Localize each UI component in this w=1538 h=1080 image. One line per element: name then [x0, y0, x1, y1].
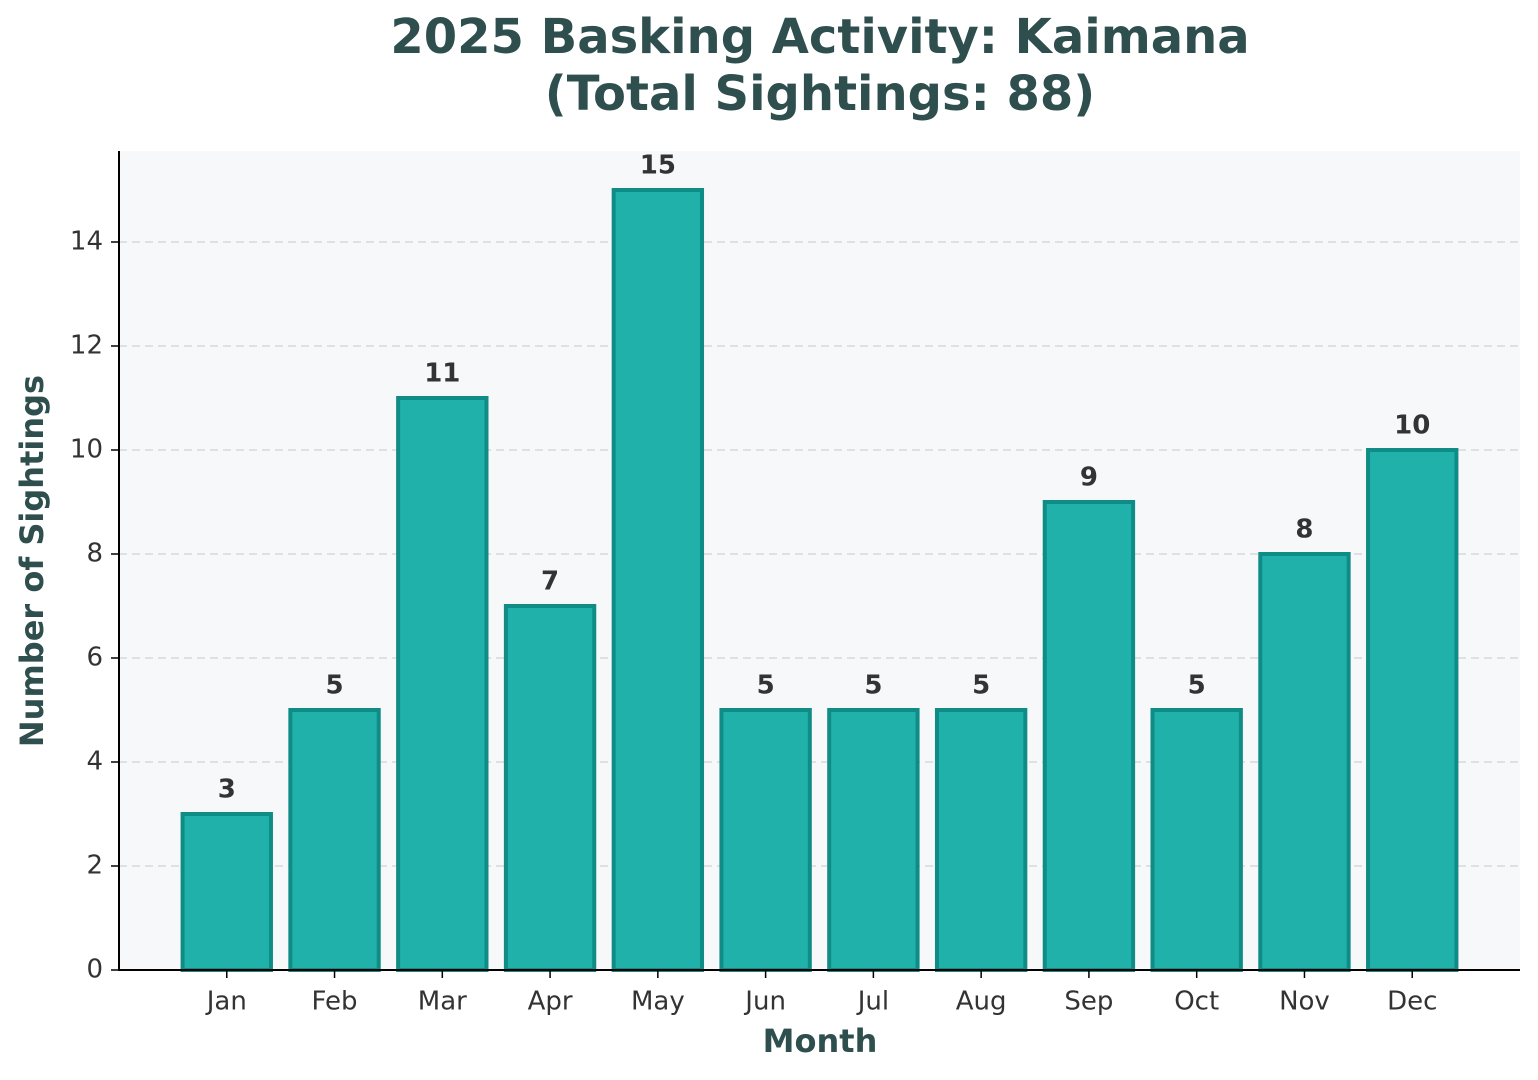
- value-label: 11: [424, 359, 460, 389]
- x-tick-label: Nov: [1279, 987, 1330, 1017]
- bar: [934, 708, 1028, 972]
- x-axis-label: Month: [763, 1022, 878, 1060]
- x-tick-label: Jun: [743, 987, 786, 1017]
- y-tick-label: 14: [70, 227, 103, 257]
- bar: [827, 708, 920, 972]
- x-tick-label: Jul: [856, 987, 889, 1017]
- x-tick-label: Oct: [1174, 987, 1219, 1017]
- x-tick-label: Aug: [956, 987, 1007, 1017]
- value-label: 9: [1080, 463, 1098, 493]
- y-tick-label: 10: [70, 435, 103, 465]
- y-axis-label: Number of Sightings: [13, 375, 51, 747]
- bar: [1258, 552, 1351, 972]
- bar: [611, 188, 705, 972]
- x-tick-label: Apr: [528, 987, 573, 1017]
- bar: [503, 604, 597, 972]
- x-tick-label: Mar: [418, 987, 467, 1017]
- value-label: 10: [1394, 411, 1430, 441]
- y-tick-label: 4: [86, 747, 103, 777]
- value-label: 5: [757, 671, 775, 701]
- x-tick-label: May: [631, 987, 685, 1017]
- y-tick-label: 6: [86, 643, 103, 673]
- bar: [719, 708, 812, 972]
- bar: [288, 708, 381, 972]
- x-tick-label: Feb: [312, 987, 358, 1017]
- x-tick-label: Sep: [1064, 987, 1113, 1017]
- bar: [1042, 500, 1136, 972]
- chart-title: 2025 Basking Activity: Kaimana: [390, 9, 1249, 65]
- value-label: 5: [972, 671, 990, 701]
- bar: [1366, 448, 1459, 972]
- y-tick-label: 12: [70, 331, 103, 361]
- bar: [396, 396, 489, 972]
- value-label: 5: [864, 671, 882, 701]
- value-label: 15: [640, 151, 676, 181]
- bar: [1150, 708, 1243, 972]
- y-tick-label: 2: [86, 851, 103, 881]
- y-tick-label: 8: [86, 539, 103, 569]
- y-tick-label: 0: [86, 955, 103, 985]
- value-label: 5: [1188, 671, 1206, 701]
- value-label: 8: [1295, 515, 1313, 545]
- x-tick-label: Jan: [205, 987, 247, 1017]
- value-label: 7: [541, 567, 559, 597]
- value-label: 5: [325, 671, 343, 701]
- chart-title: (Total Sightings: 88): [545, 66, 1095, 122]
- x-tick-label: Dec: [1387, 987, 1437, 1017]
- value-label: 3: [218, 775, 236, 805]
- bar: [180, 812, 273, 972]
